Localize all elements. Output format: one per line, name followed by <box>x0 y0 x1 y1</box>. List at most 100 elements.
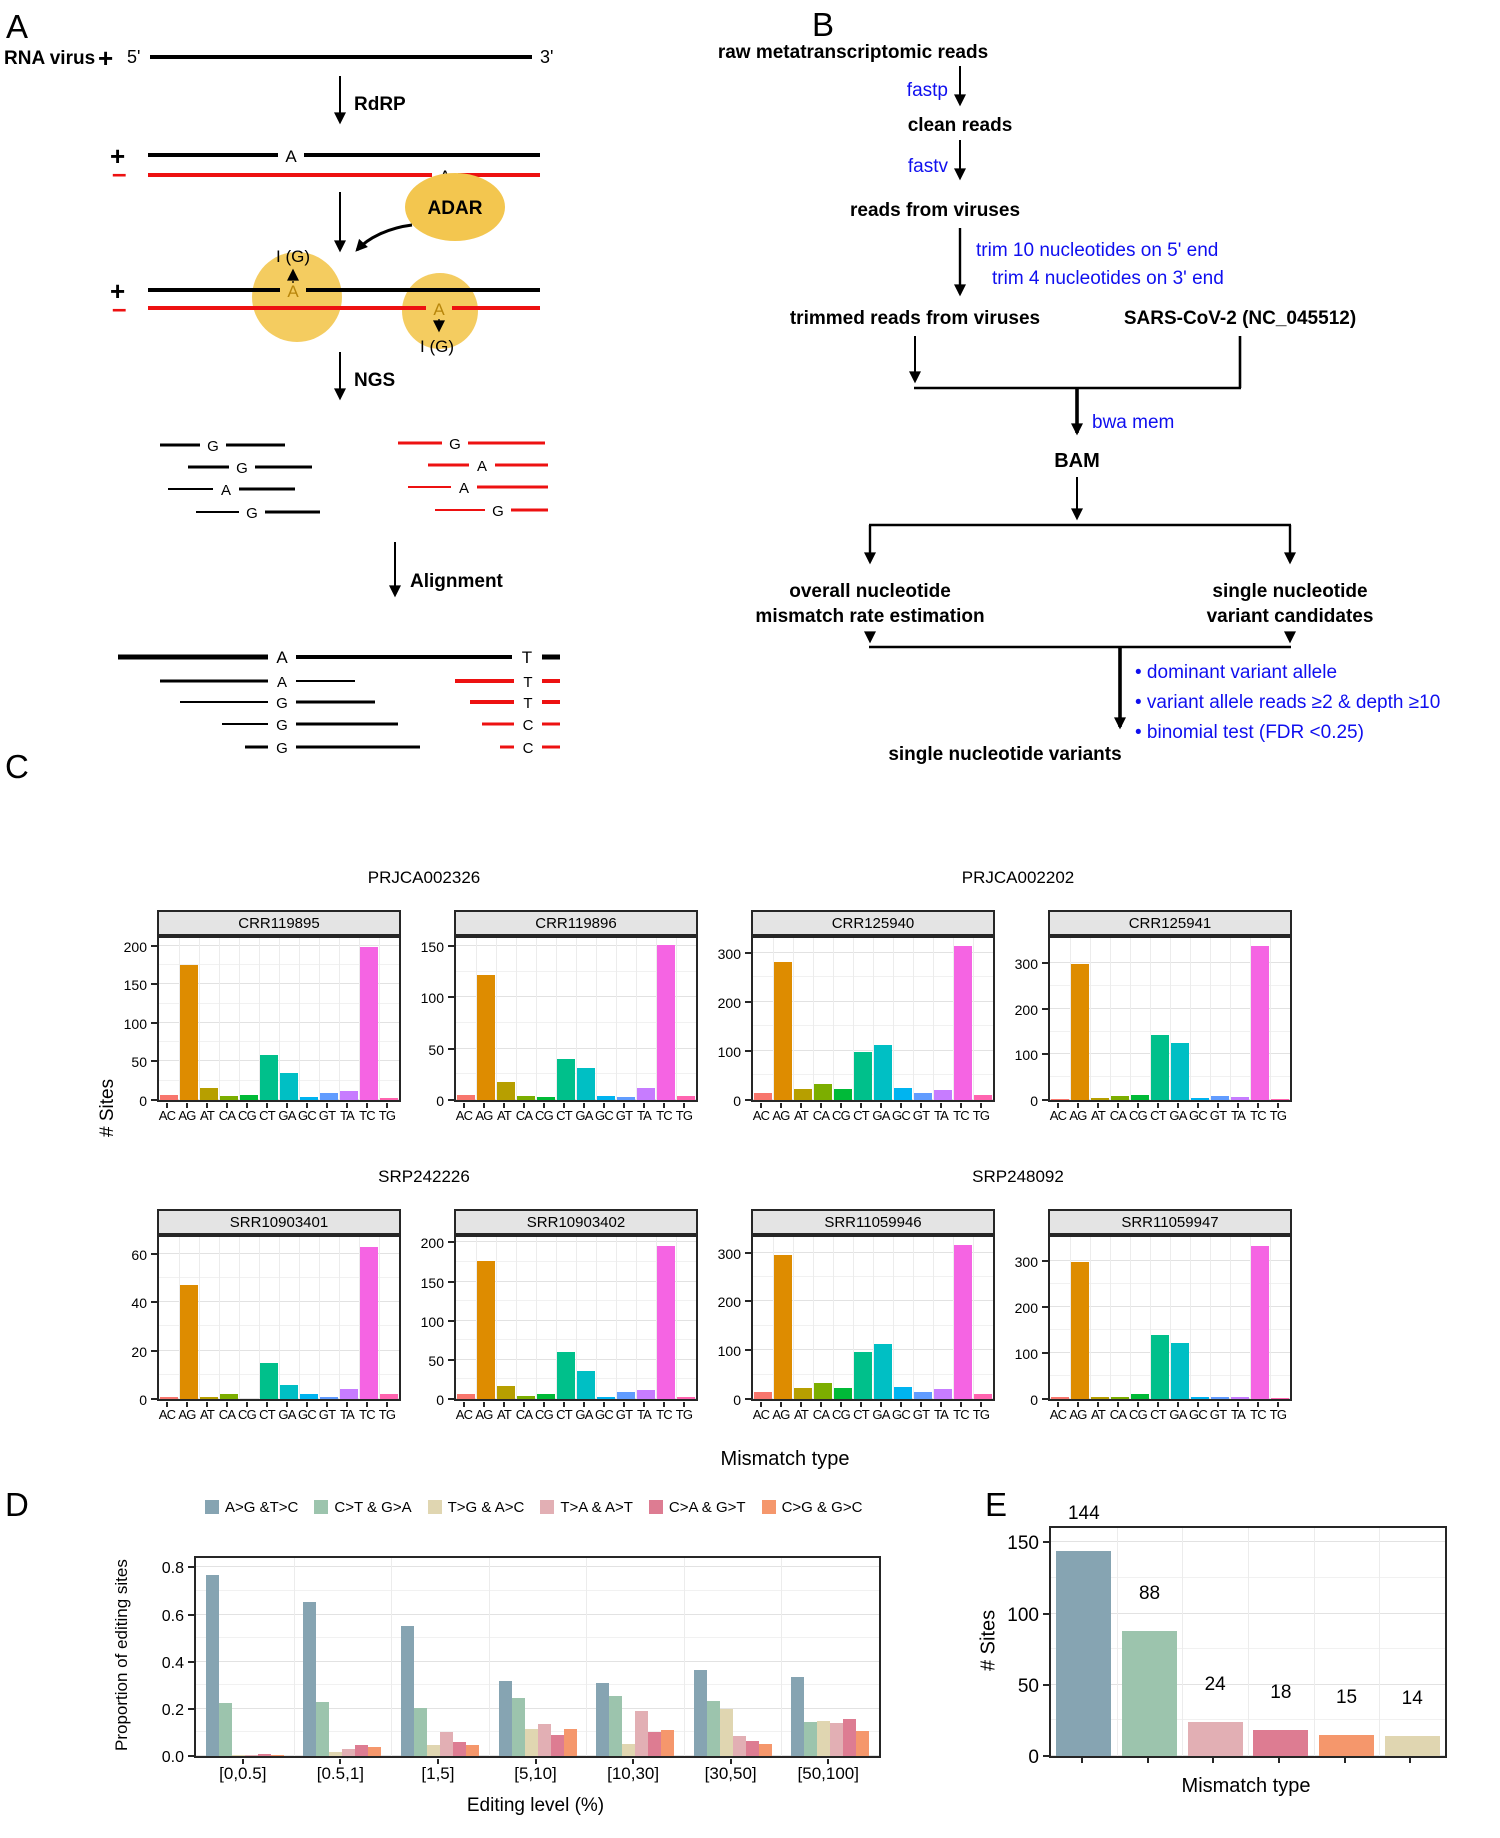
x-category: GT <box>614 1103 634 1123</box>
x-tick-mark <box>286 1103 288 1108</box>
x-category-label: TA <box>339 1108 355 1123</box>
panel-e-site-counts: # Sites 0 50 100 150 144 88 24 18 15 14 Mismatch … <box>975 1496 1447 1798</box>
bar-slot <box>339 1237 359 1399</box>
x-category-label: AT <box>496 1407 512 1422</box>
bar-slot: 24 <box>1182 1528 1248 1756</box>
bar-slot <box>299 1237 319 1399</box>
x-category-label: TA <box>339 1407 355 1422</box>
bar <box>974 1095 992 1100</box>
bar <box>635 1711 649 1756</box>
bar <box>677 1095 695 1100</box>
x-category: TA <box>931 1402 951 1422</box>
gridline-v <box>239 938 240 1100</box>
bar <box>814 1382 832 1399</box>
y-tick-mark <box>1042 1099 1048 1101</box>
y-tick-mark <box>151 1349 157 1352</box>
bar <box>1251 1245 1269 1399</box>
bioproject-title: PRJCA002326 <box>367 868 481 887</box>
bar-slot <box>913 938 933 1100</box>
bar <box>260 1362 278 1399</box>
x-category: AG <box>771 1103 791 1123</box>
gridline-v <box>339 1237 340 1399</box>
gridline-v <box>683 1558 685 1756</box>
y-tick-label: 300 <box>717 1245 741 1262</box>
gridline-v <box>781 1558 783 1756</box>
x-tick-mark <box>603 1402 605 1407</box>
x-tick-mark <box>780 1103 782 1108</box>
tool-fastv: fastv <box>908 156 949 177</box>
x-tick-mark <box>1080 1758 1083 1763</box>
gridline-v <box>1190 938 1191 1100</box>
bar <box>240 1094 258 1100</box>
gridline-v <box>576 1237 577 1399</box>
gridline-v <box>853 1237 854 1399</box>
x-category-label: CG <box>832 1108 851 1123</box>
bar <box>1253 1730 1309 1756</box>
bar <box>231 1754 245 1756</box>
y-tick-label: 0.2 <box>161 1701 184 1719</box>
bar <box>537 1724 551 1756</box>
x-axis-labels: AC AG AT CA CG CT GA GC GT TA TC TG <box>454 1103 694 1123</box>
ref-base: T <box>522 648 532 667</box>
x-category-label: AC <box>752 1108 770 1123</box>
x-tick-mark <box>900 1402 902 1407</box>
y-tick-label: 300 <box>1014 956 1038 973</box>
plot-area: 144 88 24 18 15 14 <box>1049 1503 1447 1758</box>
gridline-v <box>339 938 340 1100</box>
bar <box>1091 1396 1109 1399</box>
filter-reads-depth: • variant allele reads ≥2 & depth ≥10 <box>1135 692 1440 713</box>
y-tick-label: 0 <box>733 1093 741 1109</box>
x-category: GA <box>277 1402 297 1422</box>
y-tick-label: 150 <box>420 939 444 956</box>
bar-slot <box>1190 1237 1210 1399</box>
x-category: AT <box>1088 1103 1108 1123</box>
bar-slot <box>813 938 833 1100</box>
bar <box>622 1744 636 1756</box>
gridline-v <box>1230 1237 1231 1399</box>
bar <box>1051 1098 1069 1100</box>
x-category-label: AG <box>475 1407 493 1422</box>
x-category: AC <box>751 1103 771 1123</box>
x-category: TA <box>931 1103 951 1123</box>
gridline-v <box>516 938 517 1100</box>
bar <box>754 1391 772 1399</box>
bar-slot <box>179 938 199 1100</box>
bar-slot <box>933 938 953 1100</box>
x-category: TC <box>357 1402 377 1422</box>
x-tick-mark <box>1197 1103 1199 1108</box>
bar <box>637 1390 655 1399</box>
bar <box>320 1396 338 1399</box>
x-tick-mark <box>900 1103 902 1108</box>
x-tick-mark <box>206 1402 208 1407</box>
gridline-h <box>196 1590 879 1591</box>
x-tick-mark <box>1077 1103 1079 1108</box>
x-category-label: AT <box>199 1407 215 1422</box>
x-category-label: GC <box>298 1407 317 1422</box>
x-category-label: GC <box>298 1108 317 1123</box>
x-tick-mark <box>563 1402 565 1407</box>
x-tick-mark <box>386 1103 388 1108</box>
bar <box>874 1343 892 1399</box>
gridline-v <box>773 938 774 1100</box>
y-tick-label: 100 <box>717 1343 741 1360</box>
bar-slot <box>259 1237 279 1399</box>
x-category: GA <box>871 1402 891 1422</box>
x-category: AG <box>1068 1103 1088 1123</box>
chart-body: 0 50 100 150 <box>402 936 699 1109</box>
x-category-label: CG <box>1129 1108 1148 1123</box>
bioproject-group: PRJCA002326 CRR119895 0 50 100 150 200 AC AG AT C… <box>105 868 699 1123</box>
y-tick-mark <box>745 1099 751 1101</box>
bar <box>244 1755 258 1756</box>
x-tick-mark <box>940 1402 942 1407</box>
bar <box>368 1747 382 1756</box>
y-tick-label: 50 <box>1017 1675 1039 1697</box>
bar-slot <box>656 938 676 1100</box>
x-tick-mark <box>940 1103 942 1108</box>
y-tick-label: 0.6 <box>161 1607 184 1625</box>
x-tick-mark <box>1097 1402 1099 1407</box>
x-tick-mark <box>206 1103 208 1108</box>
adar-label: ADAR <box>428 198 483 219</box>
bars-container <box>159 1237 399 1399</box>
bar-slot <box>813 1237 833 1399</box>
gridline-v <box>179 938 180 1100</box>
